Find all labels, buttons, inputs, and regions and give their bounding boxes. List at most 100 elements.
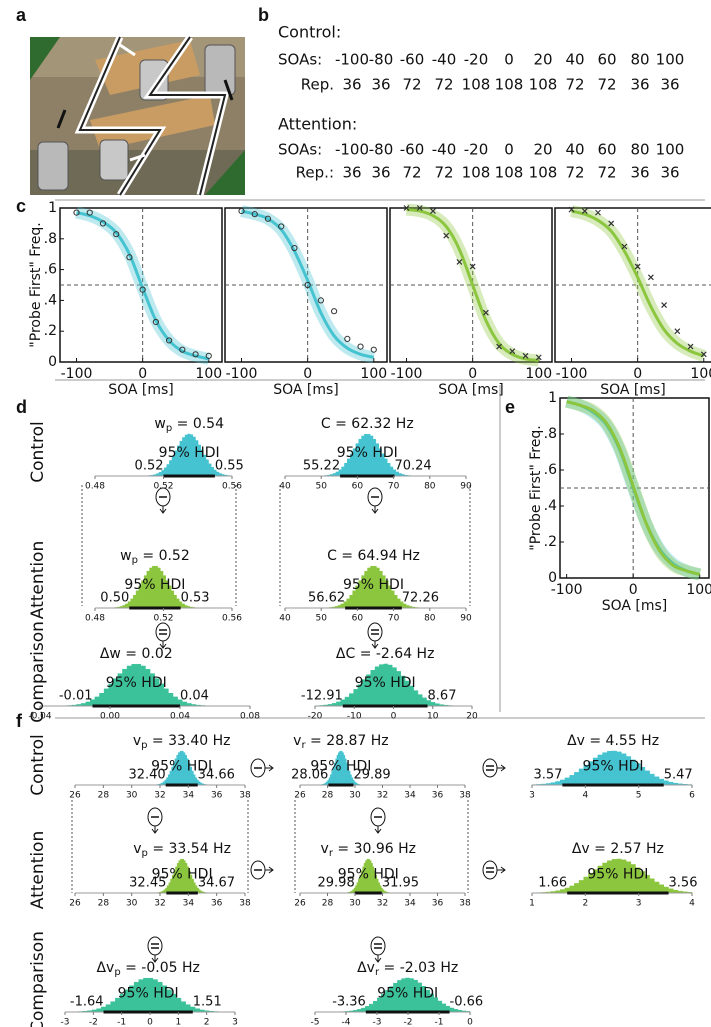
operator-arrow [374,955,382,963]
table-cell: 36 [630,76,649,94]
hdi-value: -0.01 [59,689,93,704]
x-tick-label: -0.04 [28,712,52,722]
table-cell: -20 [464,141,489,159]
hdi-label: 95% HDI [159,445,220,461]
x-axis-label: SOA [ms] [273,382,339,398]
title-text: = 33.54 Hz [148,841,231,857]
x-tick-label: 100 [360,366,387,382]
x-tick-label: 32 [154,899,165,909]
hdi-value: 31.95 [382,876,419,891]
data-point [152,318,159,326]
hdi-label: 95% HDI [118,985,179,1001]
y-tick-label: .2 [44,323,57,339]
x-tick-label: 32 [154,791,165,801]
title-text: v [293,733,301,749]
table-cell: 36 [342,76,361,94]
x-tick-label: 32 [377,791,388,801]
table-cell: 40 [565,51,584,69]
data-point [139,286,146,293]
x-tick-label: 1 [529,899,535,909]
x-tick-label: 30 [349,791,361,801]
x-tick-label: 3 [636,899,642,909]
x-tick-label: 4 [689,899,695,909]
y-tick-label: .4 [44,292,57,308]
x-tick-label: 26 [69,899,81,909]
hdi-value: 34.67 [198,876,235,891]
x-tick-label: 90 [460,614,472,624]
x-tick-label: 0.08 [240,712,260,722]
x-tick-label: 100 [195,366,222,382]
table-cell: -60 [400,51,425,69]
x-tick-label: 36 [432,899,444,909]
data-point [700,351,707,358]
data-point [331,308,338,315]
data-point [647,274,654,281]
row-label: Attention [28,541,48,619]
posterior-title: wp = 0.52 [120,548,190,566]
table-cell: -40 [432,141,457,159]
x-tick-label: 34 [404,791,416,801]
hdi-label: 95% HDI [355,675,416,691]
title-text: C = 64.94 Hz [327,548,420,564]
table-cell: -100 [335,51,369,69]
table-cell: 36 [371,76,390,94]
table-cell: 0 [504,51,514,69]
title-subscript: p [142,848,148,859]
title-text: = 28.87 Hz [306,733,389,749]
data-point [205,352,212,359]
x-tick-label: -3 [61,1018,70,1027]
data-point [608,220,615,227]
table-cell: 36 [342,164,361,182]
hdi-value: 1.51 [193,995,222,1010]
x-tick-label: -1 [117,1018,126,1027]
panel-label: f [16,711,23,731]
posterior-histogram [153,858,211,894]
x-axis-label: SOA [ms] [600,382,666,398]
table-cell: 108 [529,76,558,94]
data-point [370,346,377,353]
hdi-value: 32.40 [128,768,165,783]
x-axis-label: SOA [ms] [438,382,504,398]
posterior-title: Δvr = -2.03 Hz [357,960,458,978]
posterior-histogram [314,663,462,707]
x-tick-label: -100 [391,366,423,382]
title-text: Δv [357,960,375,976]
hdi-value: 8.67 [428,689,457,704]
hdi-boxes [71,485,471,893]
fit-line [76,211,210,361]
x-tick-label: 0.00 [100,712,120,722]
table-cell: 100 [656,51,685,69]
hdi-value: 29.98 [318,876,355,891]
x-tick-label: 60 [352,482,364,492]
x-tick-label: 50 [315,482,327,492]
x-tick-label: 50 [315,614,327,624]
data-point [634,263,641,270]
x-tick-label: -2 [89,1018,98,1027]
y-tick-label: 1 [548,390,557,406]
data-point [86,209,93,216]
title-subscript: p [141,740,147,751]
hdi-value: 55.22 [303,459,340,474]
title-subscript: r [301,740,306,751]
separators [55,199,705,719]
x-tick-label: -1 [435,1018,444,1027]
x-tick-label: 0.48 [85,614,105,624]
title-text: C = 62.32 Hz [321,416,414,432]
x-tick-label: 0 [467,1018,473,1027]
x-tick-label: 0.56 [222,614,242,624]
posterior-histogram [143,433,233,477]
data-point [166,337,173,344]
hdi-value: 56.62 [308,591,345,606]
y-tick-label: .6 [44,262,57,278]
hdi-label: 95% HDI [151,758,212,774]
table-cell: 72 [565,76,584,94]
row-label: Attention [28,831,48,909]
title-text: Δv [96,960,114,976]
row-label: Comparison [28,621,48,723]
x-tick-label: 0.52 [153,482,173,492]
y-tick-label: 0 [48,354,57,370]
hdi-value: 0.55 [215,459,244,474]
hdi-value: 3.57 [533,768,562,783]
y-tick-label: .8 [44,231,57,247]
